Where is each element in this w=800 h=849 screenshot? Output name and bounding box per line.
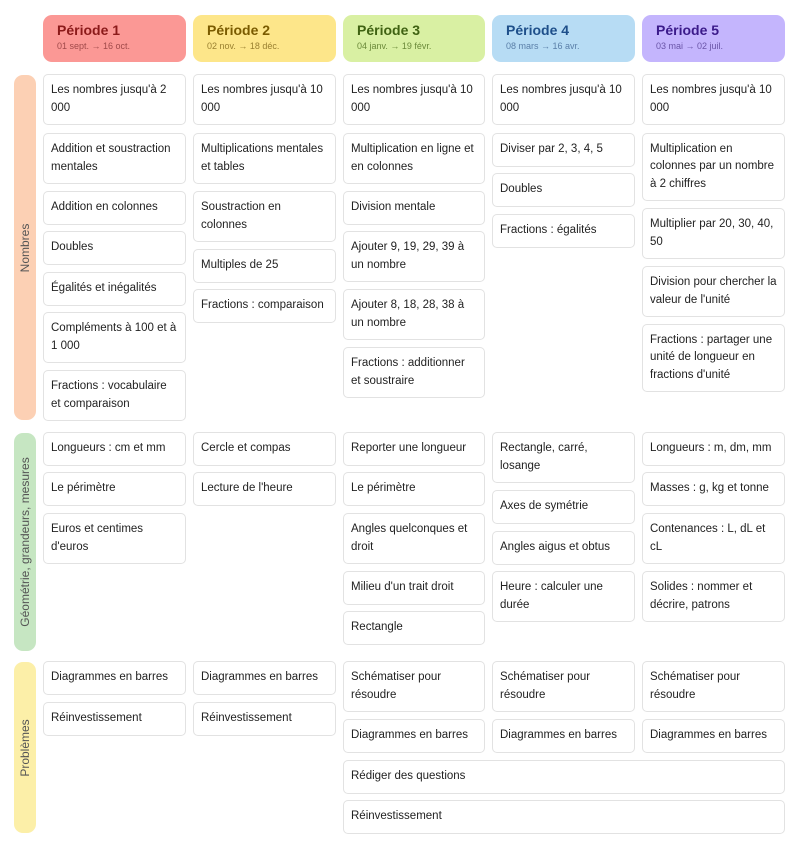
lesson-card[interactable]: Heure : calculer une durée [492, 571, 635, 622]
lesson-card[interactable]: Réinvestissement [43, 702, 186, 736]
period-dates: 02 nov. → 18 déc. [207, 41, 280, 51]
period-title: Période 2 [207, 22, 271, 38]
lesson-card[interactable]: Les nombres jusqu'à 10 000 [343, 74, 485, 125]
domain-label-text: Géométrie, grandeurs, mesures [18, 457, 32, 627]
lesson-card[interactable]: Euros et centimes d'euros [43, 513, 186, 564]
lesson-card[interactable]: Division pour chercher la valeur de l'un… [642, 266, 785, 317]
lesson-card[interactable]: Milieu d'un trait droit [343, 571, 485, 605]
period-dates: 04 janv. → 19 févr. [357, 41, 432, 51]
lesson-card[interactable]: Lecture de l'heure [193, 472, 336, 506]
domain-label-text: Problèmes [18, 718, 32, 777]
lesson-card[interactable]: Fractions : vocabulaire et comparaison [43, 370, 186, 421]
lesson-card[interactable]: Schématiser pour résoudre [343, 661, 485, 712]
domain-label-text: Nombres [18, 223, 32, 272]
lesson-card[interactable]: Les nombres jusqu'à 10 000 [492, 74, 635, 125]
lesson-card[interactable]: Soustraction en colonnes [193, 191, 336, 242]
lesson-card[interactable]: Longueurs : m, dm, mm [642, 432, 785, 466]
lesson-card[interactable]: Masses : g, kg et tonne [642, 472, 785, 506]
lesson-card[interactable]: Diagrammes en barres [642, 719, 785, 753]
lesson-card[interactable]: Diagrammes en barres [492, 719, 635, 753]
period-header-3: Période 3 04 janv. → 19 févr. [343, 15, 485, 62]
lesson-card[interactable]: Longueurs : cm et mm [43, 432, 186, 466]
domain-label-nombres: Nombres [14, 75, 36, 420]
lesson-card[interactable]: Fractions : comparaison [193, 289, 336, 323]
lesson-card[interactable]: Diviser par 2, 3, 4, 5 [492, 133, 635, 167]
domain-label-problemes: Problèmes [14, 662, 36, 833]
period-header-4: Période 4 08 mars → 16 avr. [492, 15, 635, 62]
lesson-card[interactable]: Division mentale [343, 191, 485, 225]
lesson-card[interactable]: Angles aigus et obtus [492, 531, 635, 565]
lesson-card[interactable]: Cercle et compas [193, 432, 336, 466]
lesson-card[interactable]: Le périmètre [43, 472, 186, 506]
lesson-card[interactable]: Multiplier par 20, 30, 40, 50 [642, 208, 785, 259]
lesson-card[interactable]: Les nombres jusqu'à 10 000 [193, 74, 336, 125]
period-dates: 03 mai → 02 juil. [656, 41, 724, 51]
lesson-card[interactable]: Réinvestissement [193, 702, 336, 736]
period-dates: 08 mars → 16 avr. [506, 41, 580, 51]
lesson-card[interactable]: Rectangle [343, 611, 485, 645]
lesson-card[interactable]: Solides : nommer et décrire, patrons [642, 571, 785, 622]
lesson-card[interactable]: Reporter une longueur [343, 432, 485, 466]
period-header-1: Période 1 01 sept. → 16 oct. [43, 15, 186, 62]
lesson-card[interactable]: Multiplication en colonnes par un nombre… [642, 133, 785, 201]
lesson-card[interactable]: Diagrammes en barres [43, 661, 186, 695]
lesson-card[interactable]: Axes de symétrie [492, 490, 635, 524]
period-title: Période 1 [57, 22, 121, 38]
lesson-card[interactable]: Diagrammes en barres [343, 719, 485, 753]
lesson-card[interactable]: Les nombres jusqu'à 10 000 [642, 74, 785, 125]
lesson-card[interactable]: Ajouter 9, 19, 29, 39 à un nombre [343, 231, 485, 282]
period-header-5: Période 5 03 mai → 02 juil. [642, 15, 785, 62]
lesson-card[interactable]: Fractions : additionner et soustraire [343, 347, 485, 398]
lesson-card[interactable]: Schématiser pour résoudre [642, 661, 785, 712]
lesson-card[interactable]: Égalités et inégalités [43, 272, 186, 306]
domain-label-geometrie: Géométrie, grandeurs, mesures [14, 433, 36, 651]
lesson-card-wide[interactable]: Rédiger des questions [343, 760, 785, 794]
lesson-card[interactable]: Compléments à 100 et à 1 000 [43, 312, 186, 363]
lesson-card[interactable]: Multiplication en ligne et en colonnes [343, 133, 485, 184]
lesson-card[interactable]: Le périmètre [343, 472, 485, 506]
lesson-card[interactable]: Diagrammes en barres [193, 661, 336, 695]
lesson-card[interactable]: Doubles [492, 173, 635, 207]
period-title: Période 4 [506, 22, 570, 38]
lesson-card[interactable]: Schématiser pour résoudre [492, 661, 635, 712]
lesson-card[interactable]: Angles quelconques et droit [343, 513, 485, 564]
lesson-card[interactable]: Fractions : partager une unité de longue… [642, 324, 785, 392]
lesson-card-wide[interactable]: Réinvestissement [343, 800, 785, 834]
lesson-card[interactable]: Contenances : L, dL et cL [642, 513, 785, 564]
lesson-card[interactable]: Addition en colonnes [43, 191, 186, 225]
lesson-card[interactable]: Fractions : égalités [492, 214, 635, 248]
lesson-card[interactable]: Addition et soustraction mentales [43, 133, 186, 184]
lesson-card[interactable]: Multiples de 25 [193, 249, 336, 283]
lesson-card[interactable]: Doubles [43, 231, 186, 265]
lesson-card[interactable]: Ajouter 8, 18, 28, 38 à un nombre [343, 289, 485, 340]
lesson-card[interactable]: Les nombres jusqu'à 2 000 [43, 74, 186, 125]
lesson-card[interactable]: Multiplications mentales et tables [193, 133, 336, 184]
period-header-2: Période 2 02 nov. → 18 déc. [193, 15, 336, 62]
period-title: Période 3 [357, 22, 421, 38]
period-dates: 01 sept. → 16 oct. [57, 41, 131, 51]
lesson-card[interactable]: Rectangle, carré, losange [492, 432, 635, 483]
period-title: Période 5 [656, 22, 720, 38]
